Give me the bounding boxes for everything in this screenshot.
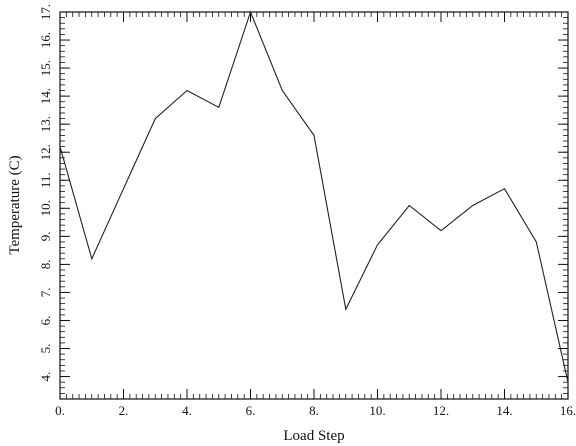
y-tick-label: 17. — [38, 4, 53, 20]
y-tick-label: 9. — [38, 231, 53, 241]
major-ticks — [59, 11, 569, 399]
x-tick-label: 4. — [182, 403, 192, 418]
y-axis-title: Temperature (C) — [7, 155, 23, 254]
y-tick-label: 4. — [38, 372, 53, 382]
x-tick-label: 0. — [55, 403, 65, 418]
x-tick-label: 14. — [496, 403, 512, 418]
y-tick-label: 11. — [38, 172, 53, 188]
y-tick-label: 6. — [38, 316, 53, 326]
x-tick-label: 2. — [119, 403, 129, 418]
y-tick-label: 16. — [38, 32, 53, 48]
x-tick-label: 10. — [369, 403, 385, 418]
y-tick-label: 14. — [38, 88, 53, 104]
y-tick-label: 5. — [38, 344, 53, 354]
x-tick-label: 6. — [246, 403, 256, 418]
y-tick-label: 10. — [38, 200, 53, 216]
plot-frame — [59, 11, 569, 400]
x-tick-label: 8. — [309, 403, 319, 418]
y-tick-label: 8. — [38, 260, 53, 270]
minor-ticks — [59, 11, 569, 400]
x-axis-title: Load Step — [283, 428, 344, 444]
y-tick-label: 13. — [38, 116, 53, 132]
y-tick-label: 15. — [38, 60, 53, 76]
x-tick-labels: 0. 2. 4. 6. 8. 10. 12. 14. 16. — [55, 403, 576, 418]
y-tick-label: 12. — [38, 144, 53, 160]
x-tick-label: 16. — [560, 403, 576, 418]
y-tick-label: 7. — [38, 288, 53, 298]
x-tick-label: 12. — [433, 403, 449, 418]
temperature-line — [59, 10, 569, 383]
y-tick-labels: 4. 5. 6. 7. 8. 9. 10. 11. 12. 13. 14. 15. 16. 17. — [38, 4, 53, 382]
